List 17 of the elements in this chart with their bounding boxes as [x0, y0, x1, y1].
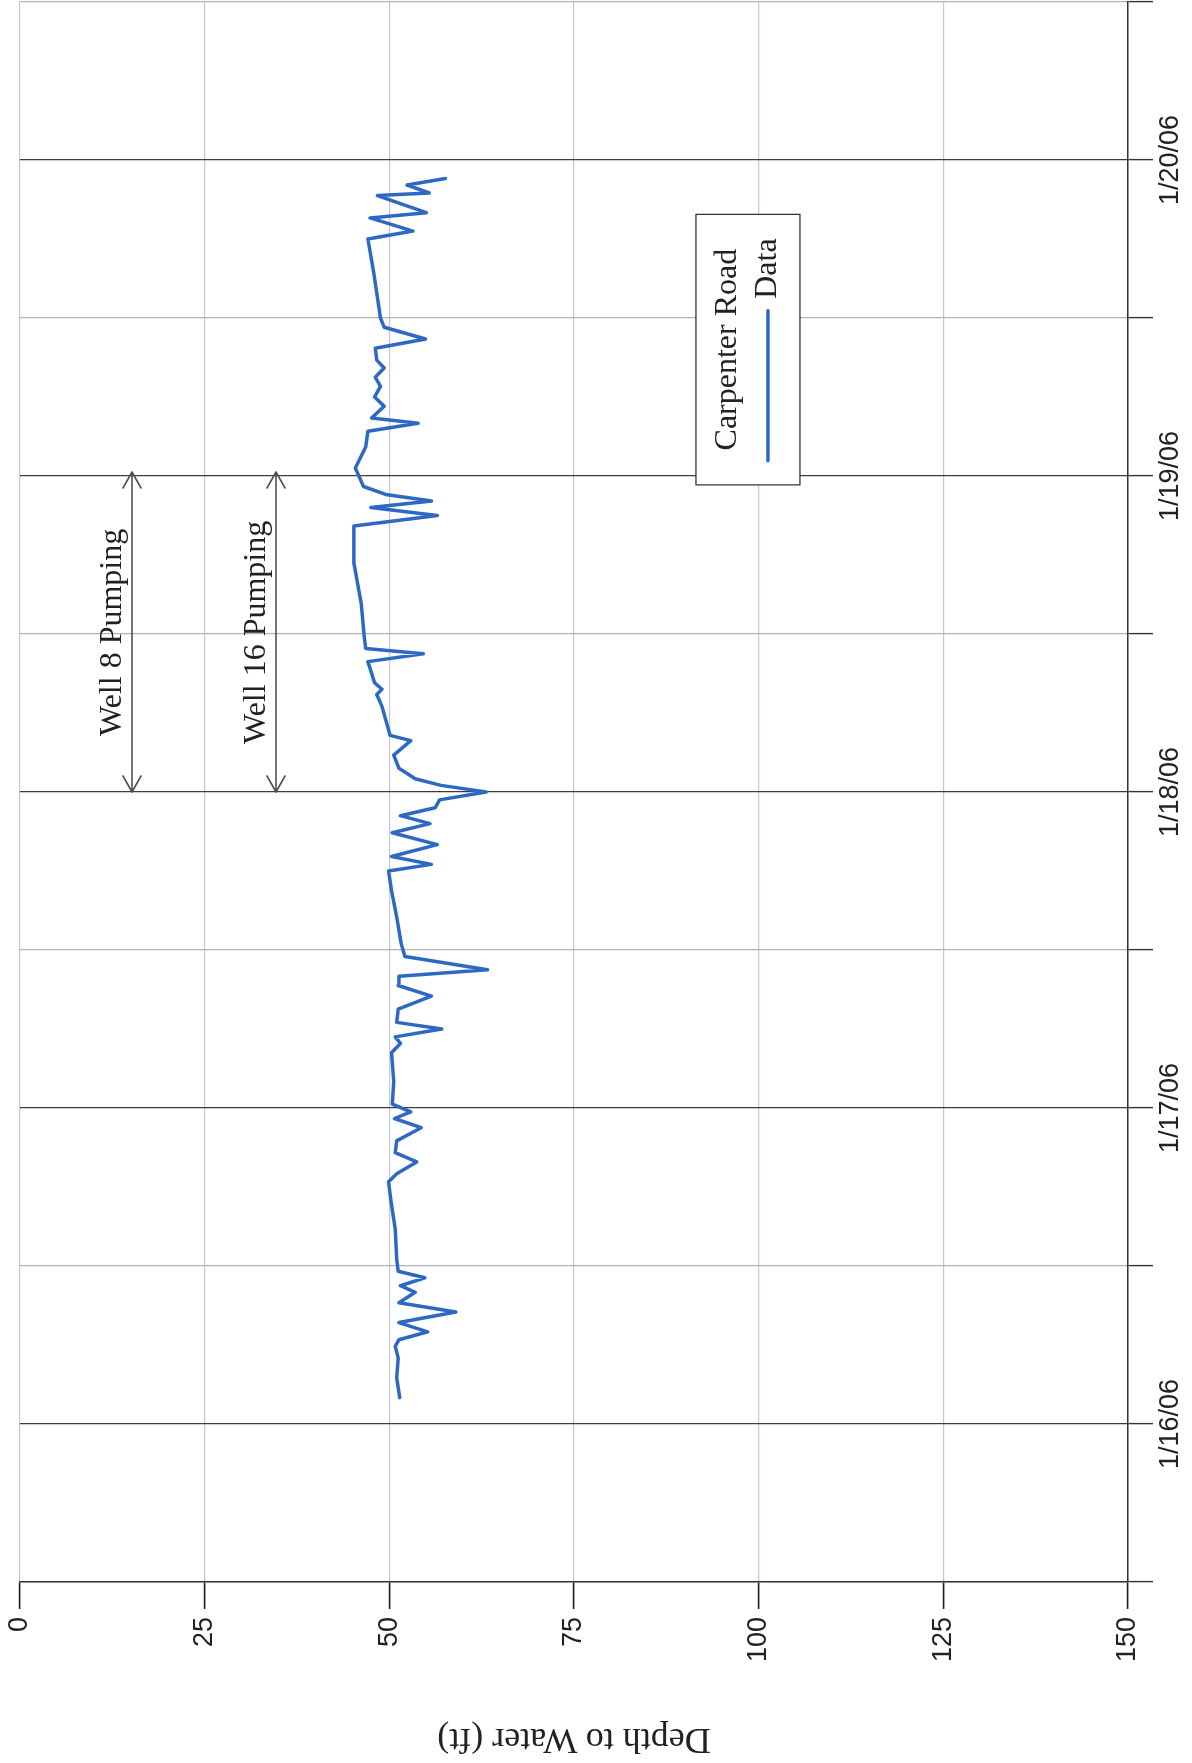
text: Data [747, 238, 784, 299]
y-tick-label: 1/16/06 [1154, 1378, 1185, 1469]
y-tick-label: 1/19/06 [1154, 430, 1185, 522]
annotation: Well 16 Pumping [235, 520, 272, 744]
y-tick-label: 1/17/06 [1154, 1062, 1185, 1154]
x-tick-label: 125 [926, 1616, 957, 1663]
x-tick-label: 25 [188, 1616, 219, 1647]
x-tick-label: 100 [742, 1616, 773, 1663]
y-tick-label: 1/20/06 [1154, 114, 1185, 206]
annotation: Well 8 Pumping [91, 528, 128, 736]
x-tick-label: 75 [557, 1616, 588, 1647]
y-tick-label: 1/18/06 [1154, 746, 1185, 838]
x-axis-title: Depth to Water (ft) [437, 1720, 711, 1761]
legend-title: Carpenter Road [707, 248, 744, 451]
x-tick-label: 150 [1111, 1616, 1142, 1663]
x-tick-label: 50 [372, 1616, 403, 1647]
x-tick-label: 0 [3, 1616, 34, 1632]
